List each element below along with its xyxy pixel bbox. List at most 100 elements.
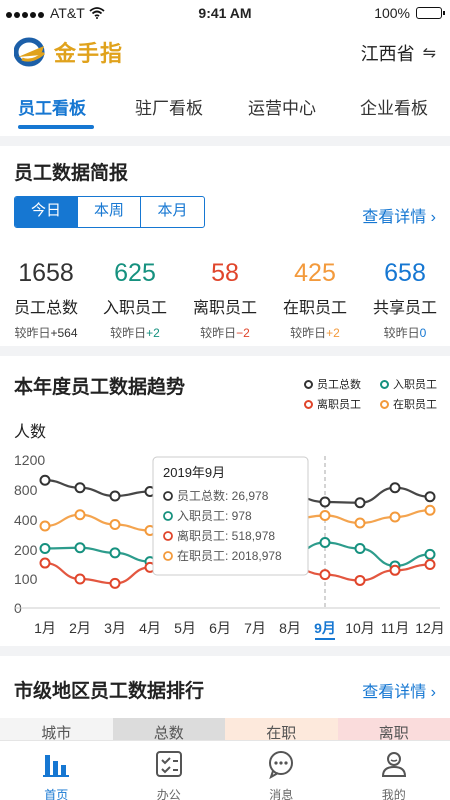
- stat-shared[interactable]: 658 共享员工 较昨日0: [360, 258, 450, 341]
- x-tick-label: 4月: [139, 620, 161, 636]
- ranking-detail-label: 查看详情: [362, 684, 427, 701]
- stat-compare: 较昨日0: [383, 326, 427, 340]
- nav-profile[interactable]: 我的: [338, 741, 450, 800]
- range-today-button[interactable]: 今日: [15, 197, 78, 227]
- data-point: [39, 474, 51, 486]
- data-point: [424, 559, 436, 570]
- trend-title: 本年度员工数据趋势: [14, 377, 186, 398]
- top-tabs: 员工看板 驻厂看板 运营中心 企业看板: [0, 78, 450, 136]
- bottom-nav: 首页 办公 消息 我的: [0, 740, 450, 800]
- range-month-button[interactable]: 本月: [157, 202, 188, 219]
- y-tick-label: 800: [14, 482, 38, 498]
- range-week-button[interactable]: 本周: [78, 197, 141, 227]
- data-point: [74, 542, 86, 554]
- data-point: [39, 520, 51, 532]
- stat-compare: 较昨日+2: [290, 326, 340, 340]
- active-tab-indicator: [18, 125, 94, 129]
- legend-item[interactable]: 员工总数: [304, 376, 361, 392]
- nav-office[interactable]: 办公: [113, 741, 226, 800]
- app-header: 金手指 江西省 ⇋: [0, 26, 450, 78]
- data-point: [389, 482, 401, 494]
- data-point: [109, 519, 121, 530]
- data-point: [424, 504, 436, 516]
- stat-label: 离职员工: [192, 300, 257, 317]
- battery-status: 100%: [374, 5, 445, 21]
- nav-label: 办公: [156, 788, 181, 800]
- battery-icon: [416, 7, 445, 19]
- data-point: [39, 543, 51, 554]
- x-tick-label: 11月: [381, 620, 410, 636]
- data-point: [354, 497, 366, 509]
- tab-operations-center[interactable]: 运营中心: [248, 99, 316, 118]
- tab-factory-board[interactable]: 驻厂看板: [135, 99, 203, 118]
- stat-label: 员工总数: [13, 300, 78, 317]
- x-tick-label: 6月: [209, 620, 231, 636]
- tooltip-row: 在职员工: 2018,978: [177, 549, 282, 563]
- brief-detail-link[interactable]: 查看详情 ›: [362, 203, 436, 227]
- tooltip-marker: [163, 531, 173, 541]
- stat-total[interactable]: 1658 员工总数 较昨日+564: [1, 258, 91, 341]
- ranking-title: 市级地区员工数据排行: [14, 681, 205, 702]
- nav-label: 消息: [269, 788, 294, 800]
- stat-active[interactable]: 425 在职员工 较昨日+2: [270, 258, 360, 341]
- status-bar: AT&T 9:41 AM 100%: [0, 0, 450, 26]
- trend-card: 本年度员工数据趋势 员工总数 入职员工 离职员工 在职员工 人数 0 100 200…: [0, 356, 450, 646]
- logo-mark-icon: [14, 37, 45, 67]
- x-tick-label: 12月: [415, 620, 445, 636]
- stat-compare: 较昨日+564: [14, 326, 78, 340]
- chevron-right-icon: ›: [430, 209, 436, 226]
- data-point: [354, 574, 366, 586]
- province-selector[interactable]: 江西省 ⇋: [361, 40, 436, 66]
- province-label: 江西省: [360, 44, 415, 64]
- tab-employee-board[interactable]: 员工看板: [18, 99, 86, 118]
- data-point: [319, 569, 331, 581]
- x-tick-label: 8月: [279, 620, 301, 636]
- data-point: [319, 537, 331, 548]
- nav-home[interactable]: 首页: [0, 741, 113, 800]
- legend-item[interactable]: 在职员工: [380, 396, 437, 412]
- tooltip-marker: [163, 551, 173, 561]
- x-tick-label: 9月: [314, 620, 336, 636]
- legend-item[interactable]: 入职员工: [380, 376, 437, 392]
- x-tick-label: 10月: [345, 620, 375, 636]
- stat-compare: 较昨日+2: [110, 326, 160, 340]
- tooltip-row: 入职员工: 978: [177, 509, 252, 523]
- x-tick-label: 5月: [174, 620, 196, 636]
- ranking-detail-link[interactable]: 查看详情 ›: [362, 678, 436, 702]
- stat-value: 58: [211, 259, 239, 287]
- nav-label: 首页: [44, 788, 69, 800]
- data-point: [319, 496, 331, 508]
- data-point: [424, 491, 436, 503]
- y-tick-label: 200: [14, 542, 38, 558]
- range-segmented-control: 今日 本周 本月: [14, 196, 205, 228]
- nav-messages[interactable]: 消息: [225, 741, 338, 800]
- stat-resigned[interactable]: 58 离职员工 较昨日−2: [180, 258, 270, 341]
- signal-icon: [6, 5, 46, 21]
- data-point: [74, 573, 86, 585]
- data-point: [74, 482, 86, 494]
- stat-onboarded[interactable]: 625 入职员工 较昨日+2: [90, 258, 180, 341]
- wifi-icon: [89, 7, 105, 19]
- x-tick-label: 7月: [244, 620, 266, 636]
- stat-label: 共享员工: [372, 300, 437, 317]
- carrier-signal: AT&T: [6, 5, 105, 21]
- tooltip-marker: [163, 511, 173, 521]
- data-point: [109, 490, 121, 502]
- swap-icon: ⇋: [422, 45, 436, 62]
- selected-month-underline: [315, 638, 335, 640]
- tab-enterprise-board[interactable]: 企业看板: [360, 99, 428, 118]
- legend-item[interactable]: 离职员工: [304, 396, 361, 412]
- data-point: [424, 548, 436, 560]
- stat-compare: 较昨日−2: [200, 326, 250, 340]
- tooltip-row: 离职员工: 518,978: [177, 528, 275, 543]
- tooltip-title: 2019年9月: [163, 465, 225, 480]
- bar-chart-icon: [43, 755, 70, 777]
- tooltip-marker: [163, 491, 173, 501]
- app-logo[interactable]: 金手指: [14, 36, 123, 68]
- tooltip-box: [152, 456, 309, 576]
- stat-value: 625: [114, 259, 156, 287]
- user-icon: [381, 752, 406, 777]
- nav-label: 我的: [381, 788, 406, 800]
